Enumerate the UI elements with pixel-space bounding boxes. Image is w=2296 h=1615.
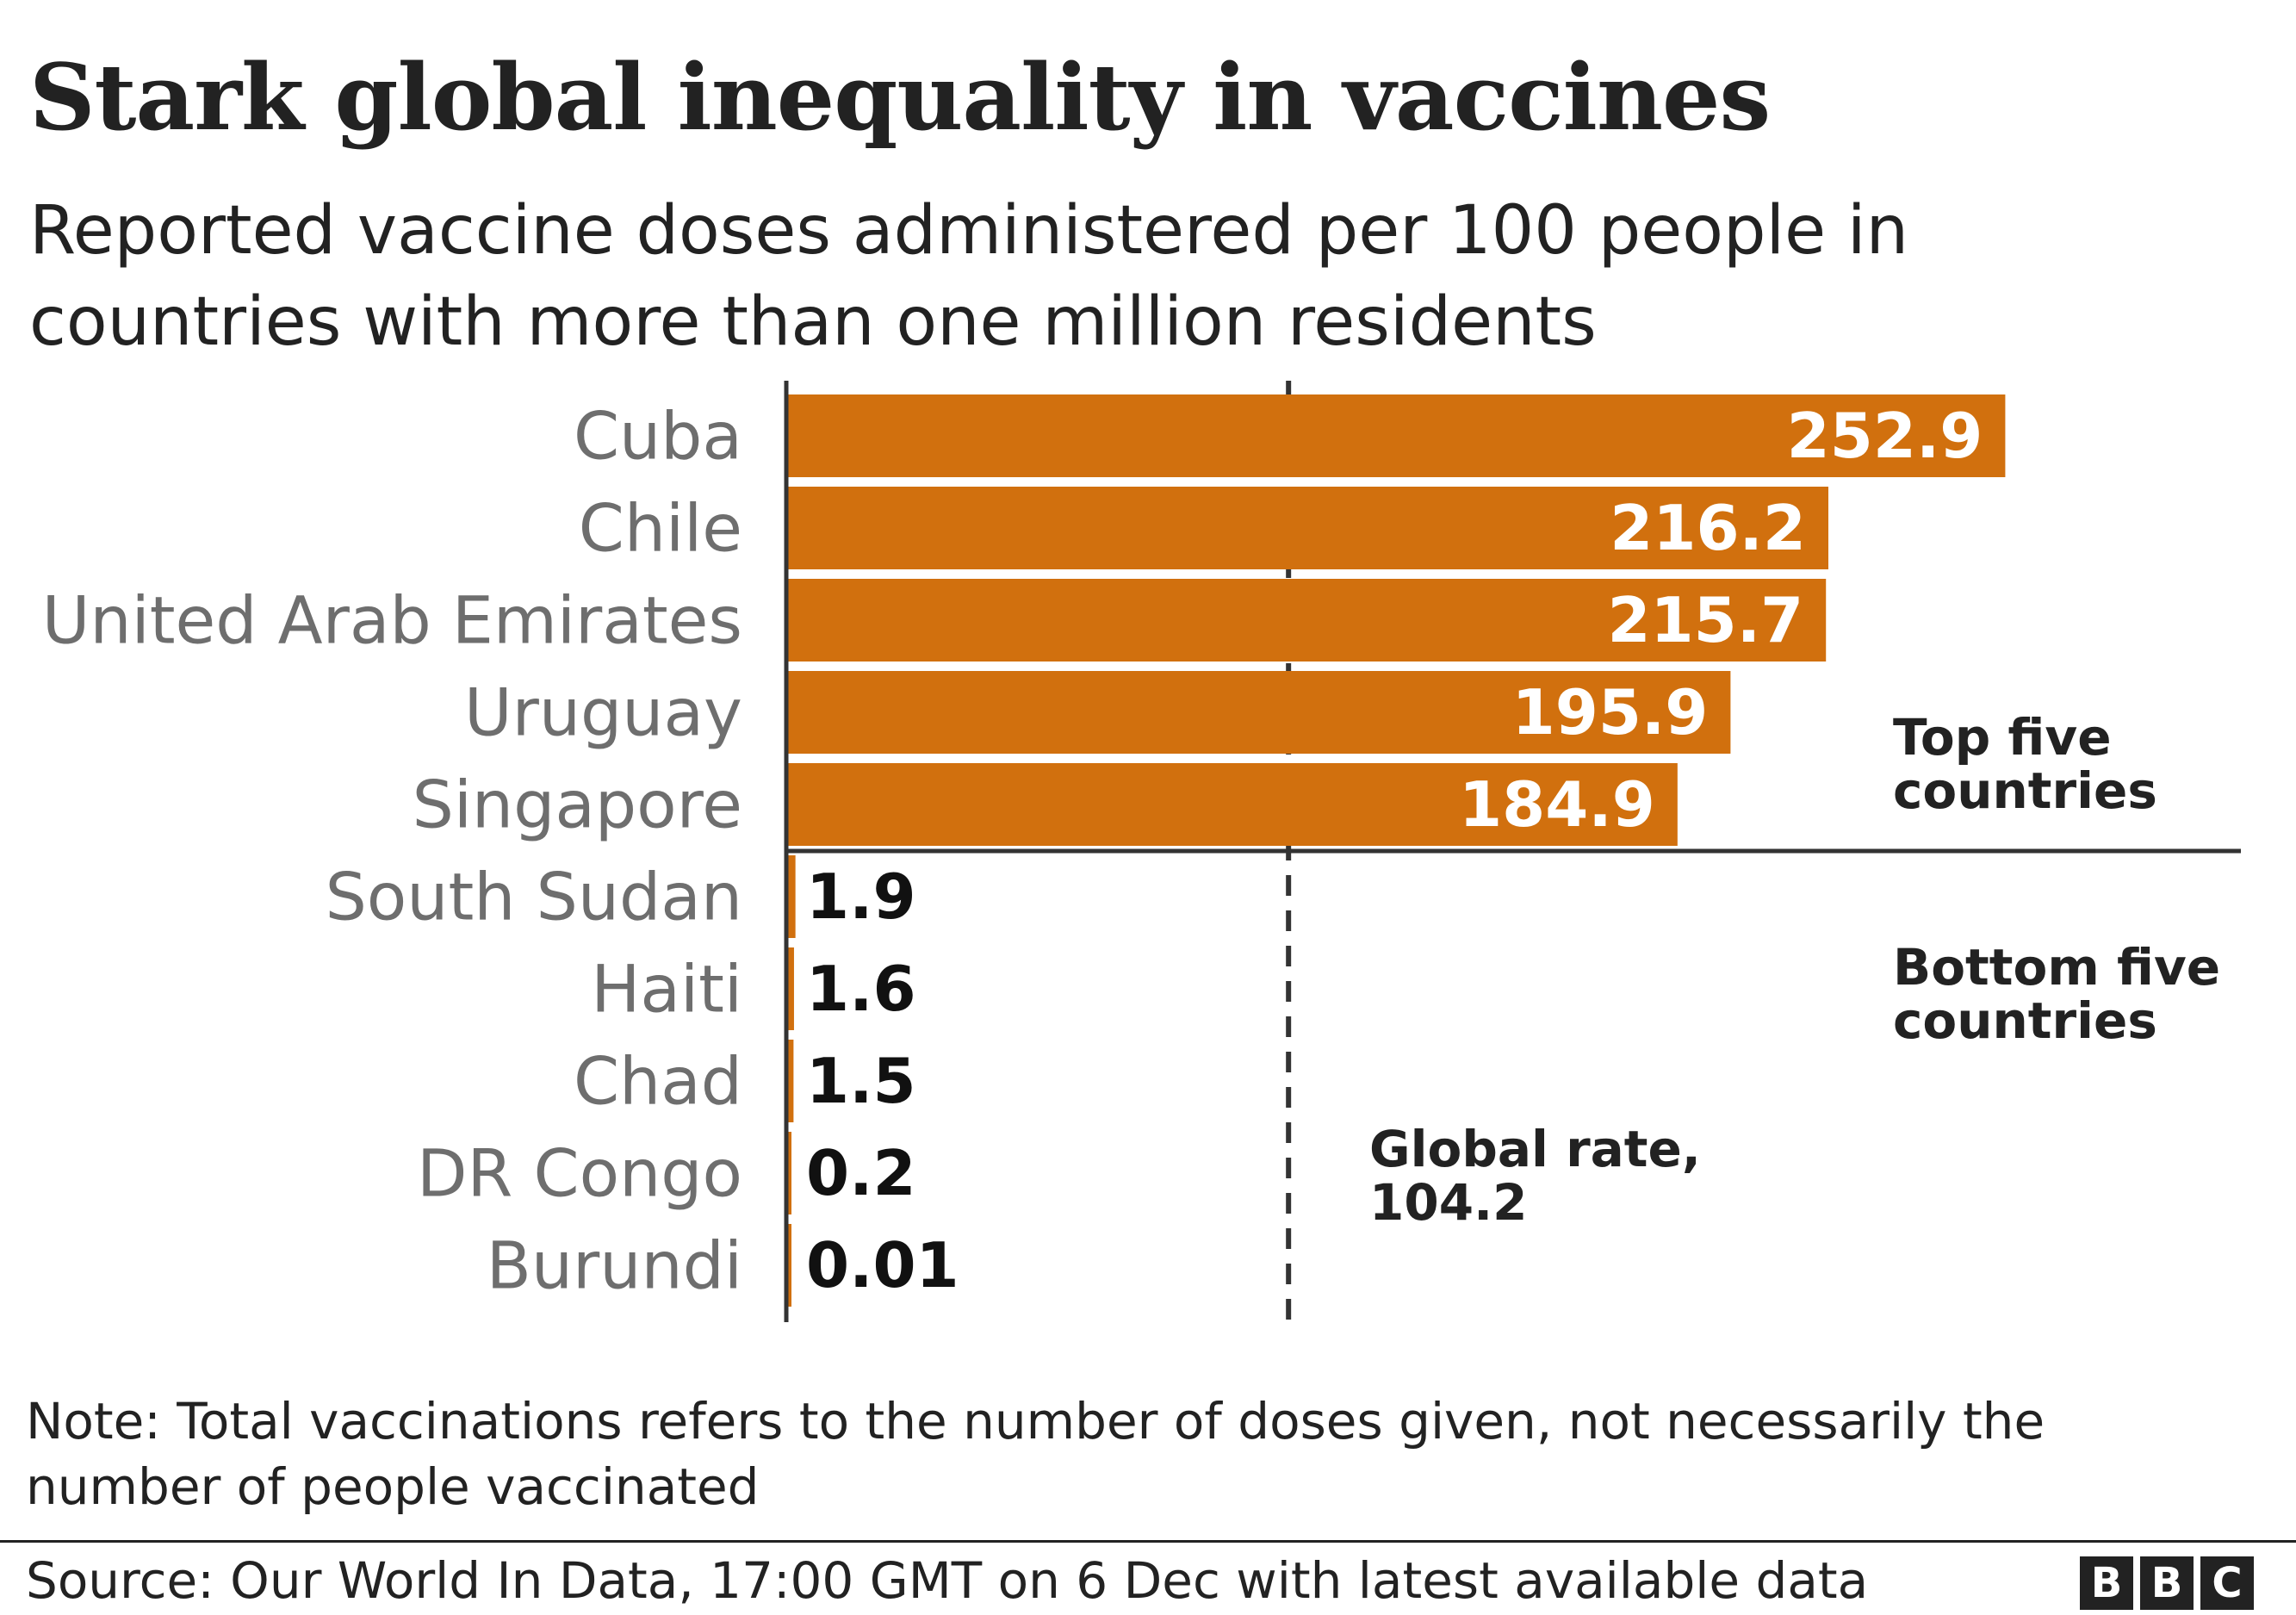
bottom-group-label: Bottom five: [1893, 938, 2220, 997]
chart-note: Note: Total vaccinations refers to the n…: [26, 1388, 2222, 1519]
category-label: South Sudan: [326, 859, 742, 935]
data-label: 215.7: [1607, 584, 1803, 656]
category-label: DR Congo: [417, 1135, 742, 1212]
data-label: 0.01: [806, 1229, 959, 1301]
data-label: 1.5: [806, 1045, 916, 1117]
data-label: 216.2: [1610, 492, 1806, 564]
footer-divider: [0, 1540, 2296, 1543]
category-label: Uruguay: [464, 674, 742, 751]
bbc-logo-letter: B: [2140, 1556, 2194, 1610]
category-label: Burundi: [487, 1227, 742, 1304]
chart-source: Source: Our World In Data, 17:00 GMT on …: [26, 1550, 1868, 1611]
category-label: Haiti: [591, 951, 742, 1028]
category-label: Chad: [574, 1043, 742, 1120]
bottom-group-label: countries: [1893, 991, 2157, 1050]
category-label: Cuba: [574, 398, 742, 475]
top-group-label: Top five: [1893, 708, 2112, 767]
bar-chart: Cuba 252.9 Chile 216.2 United Arab Emirates 2…: [0, 0, 2296, 1378]
data-label: 184.9: [1459, 768, 1655, 841]
category-label: Singapore: [413, 767, 742, 843]
bbc-logo: B B C: [2080, 1556, 2254, 1610]
data-label: 252.9: [1787, 400, 1983, 472]
data-label: 1.9: [806, 860, 916, 933]
category-label: United Arab Emirates: [42, 582, 742, 659]
category-label: Chile: [579, 490, 742, 567]
data-label: 0.2: [806, 1137, 916, 1209]
global-rate-label: 104.2: [1369, 1173, 1527, 1232]
data-label: 195.9: [1512, 676, 1709, 748]
global-rate-label: Global rate,: [1369, 1120, 1701, 1178]
top-group-label: countries: [1893, 761, 2157, 820]
data-label: 1.6: [806, 953, 916, 1025]
bbc-logo-letter: B: [2080, 1556, 2133, 1610]
bbc-logo-letter: C: [2200, 1556, 2254, 1610]
